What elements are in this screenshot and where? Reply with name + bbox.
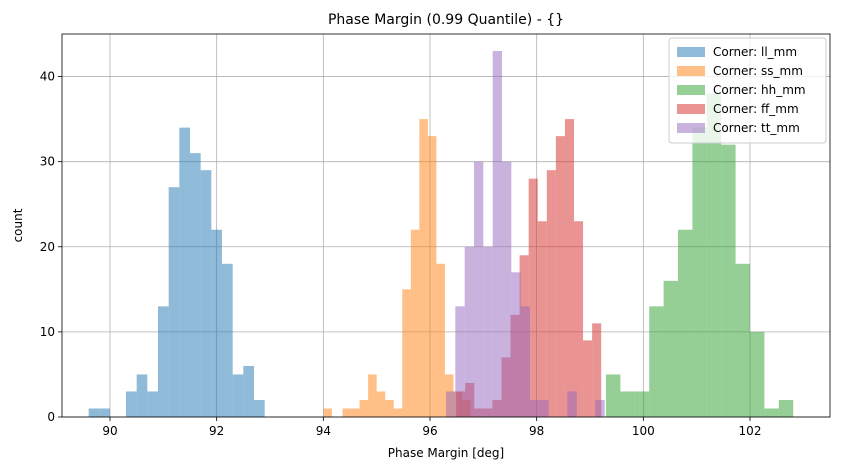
legend-label: Corner: ff_mm [713, 102, 799, 116]
legend-swatch [677, 85, 705, 95]
histogram-bar [464, 246, 474, 417]
histogram-bar [385, 399, 394, 417]
y-axis-label: count [11, 208, 25, 242]
y-tick-label: 20 [40, 240, 55, 254]
histogram-bar [323, 408, 332, 417]
histogram-bar [592, 323, 602, 417]
histogram-bar [483, 246, 493, 417]
legend-label: Corner: ss_mm [713, 64, 803, 78]
histogram-bar [436, 263, 445, 417]
histogram-bar [564, 119, 574, 417]
legend-label: Corner: ll_mm [713, 45, 797, 59]
y-tick-label: 0 [47, 410, 55, 424]
histogram-bar [706, 93, 722, 418]
histogram-bar [692, 127, 707, 417]
series-1 [323, 119, 471, 417]
histogram-bar [567, 391, 577, 417]
histogram-bar [750, 331, 765, 417]
plot-frame [61, 33, 831, 418]
histogram-bar [402, 289, 411, 417]
histogram-bar [539, 399, 549, 417]
histogram-bar [179, 127, 190, 417]
histogram-bar [351, 408, 360, 417]
histogram-bar [511, 272, 521, 417]
histogram-bar [764, 408, 779, 417]
histogram-bar [158, 306, 169, 417]
histogram-bar [649, 306, 664, 417]
series-4 [446, 51, 605, 418]
legend: Corner: ll_mm Corner: ss_mm Corner: hh_mm C… [668, 37, 827, 144]
histogram-bar [735, 263, 750, 417]
histogram-bar [583, 340, 593, 417]
histogram-bar [368, 374, 377, 417]
y-tick-label: 40 [40, 70, 55, 84]
legend-swatch [677, 123, 705, 133]
histogram-bar [232, 374, 244, 417]
x-tick-label: 98 [529, 424, 544, 438]
histogram-bar [574, 221, 584, 417]
y-tick-label: 30 [40, 155, 55, 169]
bars-layer [88, 51, 794, 418]
histogram-bar [537, 221, 547, 417]
histogram-bar [211, 229, 222, 417]
histogram-bar [663, 280, 678, 417]
histogram-bar [427, 136, 437, 417]
legend-swatch [677, 66, 705, 76]
histogram-bar [446, 391, 456, 417]
histogram-bar [721, 144, 736, 417]
chart-title: Phase Margin (0.99 Quantile) - {} [328, 12, 564, 28]
x-tick-label: 94 [316, 424, 331, 438]
histogram-bar [393, 408, 403, 417]
histogram-bar [546, 170, 556, 417]
histogram-bar [359, 399, 369, 417]
histogram-bar [530, 399, 540, 417]
histogram-bar [342, 408, 352, 417]
x-tick-label: 100 [632, 424, 655, 438]
histogram-bar [620, 391, 635, 417]
legend-swatch [677, 47, 705, 57]
series-0 [88, 127, 265, 417]
histogram-bar [678, 229, 693, 417]
histogram-bar [136, 374, 148, 417]
x-tick-label: 96 [422, 424, 437, 438]
histogram-bar [778, 399, 794, 417]
histogram-bar [419, 119, 428, 417]
histogram-bar [190, 153, 201, 417]
legend-box [668, 37, 827, 144]
series-2 [606, 93, 794, 418]
legend-swatch [677, 104, 705, 114]
histogram-bar [376, 391, 386, 417]
histogram-bar [520, 306, 530, 417]
histogram-bar [528, 178, 538, 417]
histogram-bar [455, 306, 465, 417]
histogram-bar [595, 399, 605, 417]
x-tick-label: 90 [102, 424, 117, 438]
histogram-bar [634, 391, 650, 417]
y-tick-label: 10 [40, 325, 55, 339]
histogram-bar [88, 408, 100, 417]
histogram-bar [492, 51, 502, 418]
x-axis-label: Phase Margin [deg] [388, 446, 504, 460]
legend-label: Corner: tt_mm [713, 121, 800, 135]
histogram-bar [474, 161, 484, 417]
histogram-bar [222, 263, 233, 417]
legend-label: Corner: hh_mm [713, 83, 806, 97]
histogram-bar [99, 408, 110, 417]
histogram-bar [410, 229, 420, 417]
histogram-bar [126, 391, 137, 417]
histogram-bar [606, 374, 621, 417]
histogram-bar [555, 136, 565, 417]
histogram-bar [254, 399, 265, 417]
histogram-bar [502, 161, 512, 417]
histogram-bar [147, 391, 158, 417]
x-tick-label: 102 [739, 424, 762, 438]
histogram-bar [200, 170, 212, 417]
x-tick-label: 92 [209, 424, 224, 438]
histogram-bar [243, 365, 254, 417]
histogram-bar [168, 187, 180, 417]
